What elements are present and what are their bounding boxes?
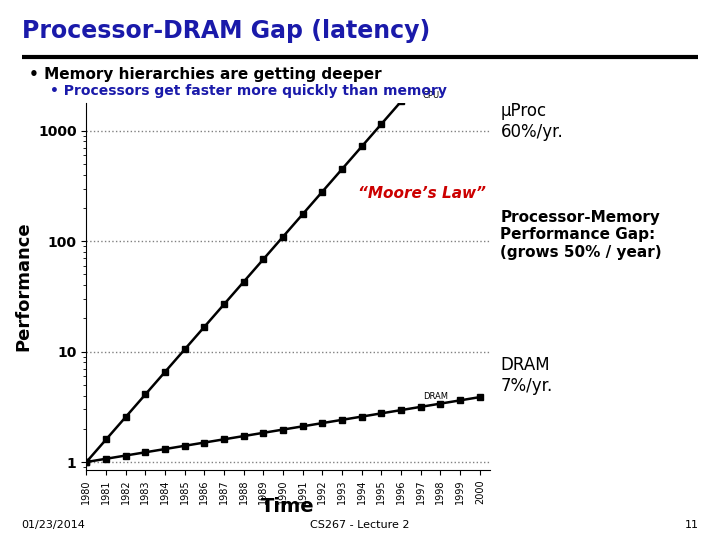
Text: μProc
60%/yr.: μProc 60%/yr. [500,102,563,141]
Text: • Processors get faster more quickly than memory: • Processors get faster more quickly tha… [50,84,447,98]
Text: 01/23/2014: 01/23/2014 [22,520,86,530]
Text: “Moore’s Law”: “Moore’s Law” [358,186,486,201]
Y-axis label: Performance: Performance [14,221,32,351]
Text: DRAM: DRAM [423,392,448,401]
Text: Time: Time [261,497,315,516]
Text: Processor-Memory
Performance Gap:
(grows 50% / year): Processor-Memory Performance Gap: (grows… [500,210,662,260]
Text: CPU: CPU [423,91,440,100]
Text: CS267 - Lecture 2: CS267 - Lecture 2 [310,520,410,530]
Text: Processor-DRAM Gap (latency): Processor-DRAM Gap (latency) [22,19,430,43]
Text: DRAM
7%/yr.: DRAM 7%/yr. [500,356,553,395]
Text: • Memory hierarchies are getting deeper: • Memory hierarchies are getting deeper [29,68,382,83]
Text: 11: 11 [685,520,698,530]
